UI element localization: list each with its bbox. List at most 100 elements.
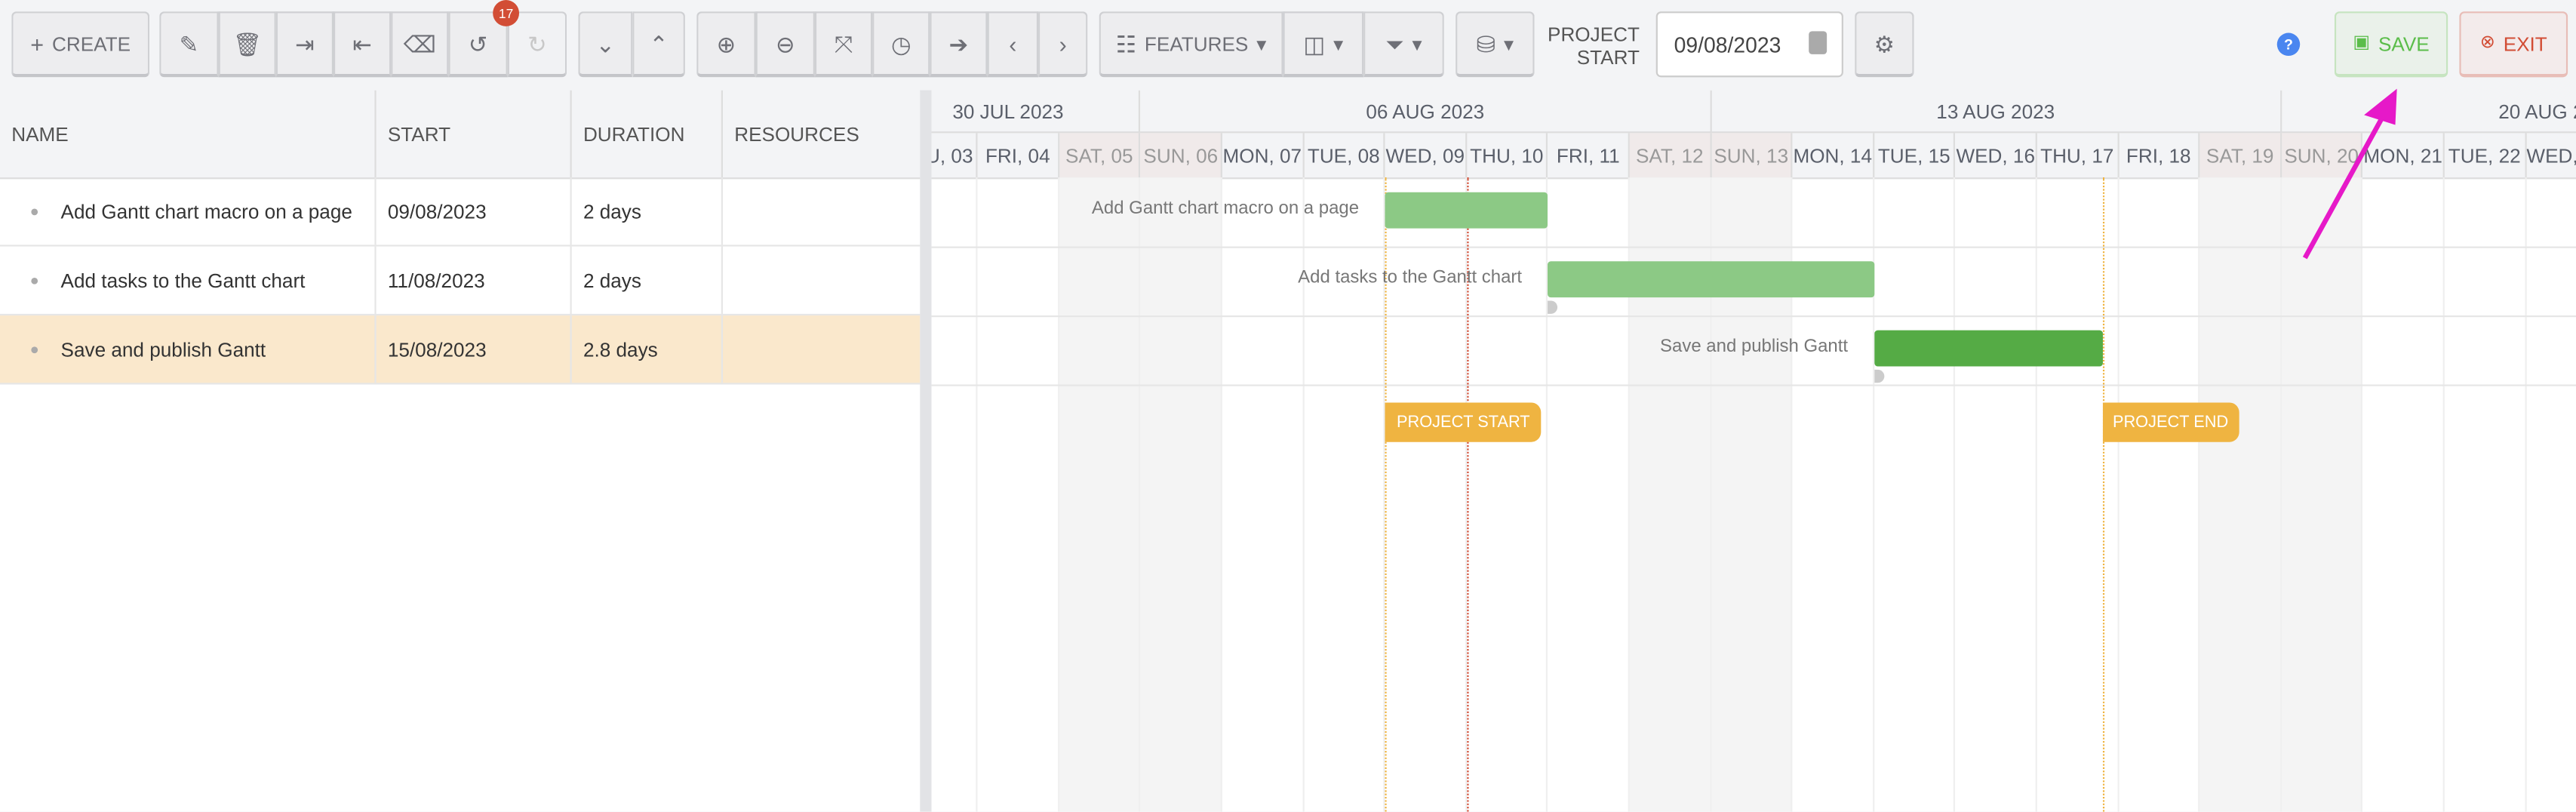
day-header: SAT, 12	[1629, 133, 1711, 178]
task-duration-cell[interactable]: 2.8 days	[572, 315, 724, 383]
redo-button[interactable]: ↻	[507, 11, 567, 78]
task-duration-cell[interactable]: 2 days	[572, 177, 724, 245]
project-start-line	[1385, 177, 1388, 812]
expand-all-button[interactable]: ⌃	[632, 11, 685, 78]
day-column	[1548, 177, 1630, 812]
zoom-out-icon: ⊖	[775, 30, 795, 57]
task-resources-cell[interactable]	[723, 177, 920, 245]
database-icon: ⛁	[1476, 30, 1496, 57]
edit-button[interactable]: ✎	[159, 11, 219, 78]
features-dropdown[interactable]: ☷ FEATURES ▾	[1099, 11, 1283, 78]
exit-button[interactable]: ⊗ EXIT	[2459, 11, 2568, 78]
next-button[interactable]: ›	[1038, 11, 1088, 78]
day-header: TUE, 08	[1304, 133, 1385, 178]
task-bar-label: Save and publish Gantt	[1660, 337, 1849, 357]
task-resources-cell[interactable]	[723, 247, 920, 314]
task-name-cell[interactable]: Add Gantt chart macro on a page	[0, 177, 377, 245]
task-row[interactable]: Add Gantt chart macro on a page 09/08/202…	[0, 177, 921, 247]
column-header-name[interactable]: NAME	[0, 90, 377, 178]
toolbar: + CREATE ✎ 🗑 ⇥ ⇤ ⌫ ↺ ↻ 17 ⌄ ⌃ ⊕ ⊖ ⤧ ◷ ➔ ‹…	[0, 0, 2576, 92]
day-header: MON, 21	[2363, 133, 2445, 178]
task-row[interactable]: Save and publish Gantt 15/08/2023 2.8 days	[0, 315, 921, 385]
task-bar[interactable]	[1385, 192, 1548, 229]
day-column	[1956, 177, 2037, 812]
task-name-cell[interactable]: Add tasks to the Gantt chart	[0, 246, 377, 314]
task-start-cell[interactable]: 11/08/2023	[377, 246, 572, 314]
week-header: 06 AUG 2023	[1140, 90, 1711, 134]
day-header: FRI, 04	[978, 133, 1059, 178]
previous-button[interactable]: ‹	[987, 11, 1039, 78]
floppy-disk-icon: ▣	[2353, 32, 2371, 53]
day-header: THU, 17	[2037, 133, 2119, 178]
indent-button[interactable]: ⇥	[275, 11, 334, 78]
day-column	[2037, 177, 2119, 812]
indent-icon: ⇥	[295, 30, 315, 57]
help-icon[interactable]: ?	[2276, 32, 2301, 57]
save-button[interactable]: ▣ SAVE	[2334, 11, 2448, 78]
task-start-cell[interactable]: 15/08/2023	[377, 315, 572, 383]
column-header-start[interactable]: START	[377, 90, 572, 178]
task-duration-cell[interactable]: 2 days	[572, 246, 724, 314]
day-column	[2363, 177, 2445, 812]
task-name-cell[interactable]: Save and publish Gantt	[0, 315, 377, 383]
column-header-duration[interactable]: DURATION	[572, 90, 724, 178]
row-divider	[931, 246, 2576, 248]
clock-icon: ◷	[890, 30, 911, 57]
day-header: SUN, 06	[1140, 133, 1222, 178]
database-dropdown[interactable]: ⛁ ▾	[1456, 11, 1535, 78]
day-header: SUN, 20	[2281, 133, 2363, 178]
day-header: TUE, 22	[2445, 133, 2526, 178]
day-header: MON, 14	[1793, 133, 1874, 178]
today-button[interactable]: ◷	[872, 11, 930, 78]
day-header: SUN, 13	[1711, 133, 1793, 178]
day-header: SAT, 19	[2199, 133, 2282, 178]
fit-button[interactable]: ⤧	[814, 11, 873, 78]
week-header: 30 JUL 2023	[931, 90, 1141, 134]
task-bar[interactable]	[1874, 330, 2103, 367]
eraser-icon: ⌫	[403, 30, 436, 57]
day-header: FRI, 18	[2119, 133, 2200, 178]
collapse-all-button[interactable]: ⌄	[578, 11, 633, 78]
compress-icon: ⤧	[834, 30, 853, 57]
pane-splitter[interactable]	[920, 90, 932, 812]
chevron-right-icon: ›	[1059, 30, 1067, 57]
task-bar[interactable]	[1548, 261, 1874, 298]
timeline-header: 30 JUL 2023 06 AUG 2023 13 AUG 2023 20 AUG …	[931, 90, 2576, 180]
project-start-marker[interactable]: PROJECT START	[1385, 402, 1542, 442]
task-row[interactable]: Add tasks to the Gantt chart 11/08/2023 2 …	[0, 246, 921, 316]
gear-icon: ⚙	[1874, 30, 1895, 57]
task-grid: NAME START DURATION RESOURCES Add Gantt …	[0, 90, 921, 812]
outdent-button[interactable]: ⇤	[333, 11, 392, 78]
day-column	[1140, 177, 1222, 812]
layout-dropdown[interactable]: ◫ ▾	[1283, 11, 1364, 78]
bullet-icon	[31, 208, 38, 215]
dependency-handle[interactable]	[1548, 300, 1558, 314]
zoom-out-button[interactable]: ⊖	[755, 11, 815, 78]
project-start-date-input[interactable]: 09/08/2023	[1655, 11, 1843, 78]
day-column	[932, 177, 978, 812]
settings-button[interactable]: ⚙	[1855, 11, 1914, 78]
day-column	[978, 177, 1059, 812]
day-header: WED, 16	[1956, 133, 2037, 178]
dependency-handle[interactable]	[1874, 369, 1884, 383]
filter-dropdown[interactable]: ⏷ ▾	[1363, 11, 1444, 78]
day-column	[1467, 177, 1548, 812]
calendar-icon[interactable]	[1809, 31, 1827, 54]
create-button[interactable]: + CREATE	[11, 11, 150, 78]
column-header-resources[interactable]: RESOURCES	[734, 122, 859, 146]
close-circle-icon: ⊗	[2479, 32, 2495, 53]
project-end-marker[interactable]: PROJECT END	[2102, 402, 2239, 442]
eraser-button[interactable]: ⌫	[391, 11, 449, 78]
columns-icon: ◫	[1303, 30, 1326, 57]
delete-button[interactable]: 🗑	[218, 11, 276, 78]
task-start-cell[interactable]: 09/08/2023	[377, 177, 572, 245]
day-column	[1222, 177, 1304, 812]
trash-icon: 🗑	[232, 30, 263, 57]
scroll-to-task-button[interactable]: ➔	[930, 11, 988, 78]
zoom-in-button[interactable]: ⊕	[696, 11, 756, 78]
day-header: THU, 10	[1467, 133, 1548, 178]
zoom-in-icon: ⊕	[716, 30, 736, 57]
day-column	[2119, 177, 2200, 812]
task-resources-cell[interactable]	[723, 315, 920, 383]
